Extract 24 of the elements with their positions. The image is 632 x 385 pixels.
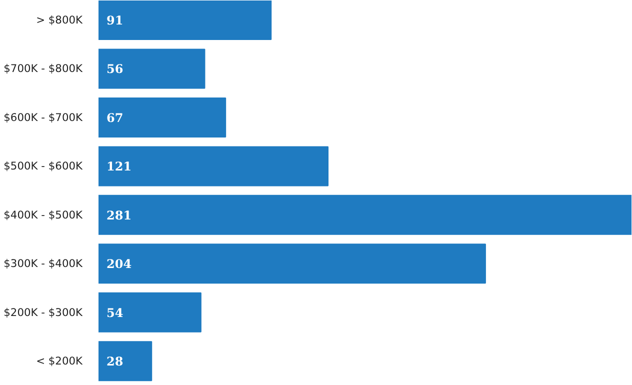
y-tick-label: < $200K (36, 354, 84, 368)
bar (98, 97, 226, 138)
data-label: 121 (106, 160, 132, 174)
data-label: 281 (106, 208, 132, 222)
bar (98, 48, 206, 89)
bar (98, 292, 202, 332)
y-tick-label: $700K - $800K (4, 62, 84, 76)
y-tick-label: $300K - $400K (4, 257, 84, 270)
data-label: 54 (106, 306, 124, 320)
data-label: 91 (106, 13, 124, 28)
data-label: 28 (106, 354, 124, 369)
data-label: 56 (106, 62, 124, 76)
bar (98, 341, 152, 382)
y-tick-label: $500K - $600K (4, 160, 84, 173)
data-label: 67 (106, 110, 124, 125)
bar (98, 146, 329, 186)
y-tick-label: $400K - $500K (4, 208, 84, 222)
bar (98, 194, 632, 235)
y-tick-label: $600K - $700K (4, 110, 84, 124)
bar (98, 244, 486, 284)
y-tick-label: > $800K (36, 13, 84, 26)
y-tick-label: $200K - $300K (4, 306, 84, 319)
bar (98, 0, 272, 40)
data-label: 204 (106, 257, 132, 272)
